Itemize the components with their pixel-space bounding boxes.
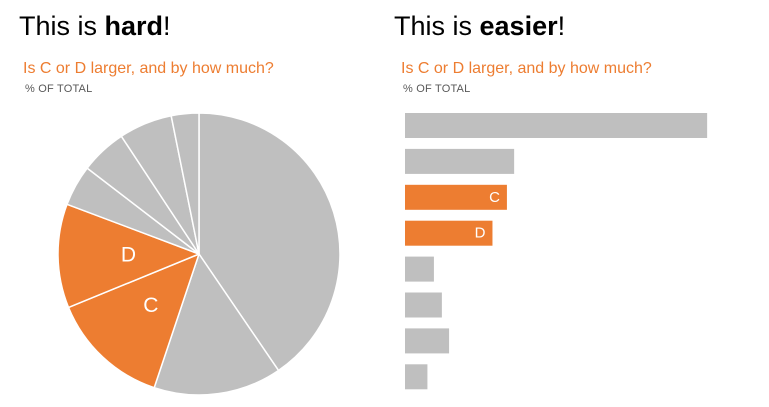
pie-units-label: % OF TOTAL	[25, 83, 93, 95]
bar-8	[405, 364, 428, 390]
bar-chart: CD	[405, 113, 708, 390]
bar-label-c: C	[489, 189, 500, 206]
bar-6	[405, 292, 442, 318]
bar-7	[405, 328, 450, 354]
pie-slice-c	[67, 253, 200, 389]
pie-slice-1	[198, 112, 341, 372]
bar-d	[405, 220, 493, 246]
pie-heading-suffix: !	[163, 11, 171, 41]
bar-2	[405, 148, 515, 174]
pie-slice-2	[153, 253, 280, 396]
pie-slice-label-d: D	[121, 244, 136, 267]
bar-subtitle: Is C or D larger, and by how much?	[401, 60, 652, 77]
bar-heading-bold: easier	[479, 11, 558, 41]
pie-slice-8	[170, 112, 200, 255]
bar-heading: This is easier!	[394, 9, 565, 43]
pie-heading-prefix: This is	[19, 11, 105, 41]
bar-c	[405, 184, 507, 210]
pie-heading: This is hard!	[19, 9, 171, 43]
pie-panel: This is hard! Is C or D larger, and by h…	[19, 9, 341, 396]
bar-label-d: D	[475, 225, 486, 242]
bar-heading-prefix: This is	[394, 11, 480, 41]
pie-slice-label-c: C	[143, 294, 158, 317]
bar-heading-suffix: !	[557, 11, 566, 41]
pie-chart: CD	[57, 112, 341, 396]
pie-subtitle: Is C or D larger, and by how much?	[23, 60, 274, 77]
bar-units-label: % OF TOTAL	[403, 83, 471, 95]
bar-panel: This is easier! Is C or D larger, and by…	[385, 0, 769, 407]
bar-5	[405, 256, 434, 282]
pie-slice-d	[57, 203, 200, 309]
pie-heading-bold: hard	[104, 11, 164, 41]
bar-1	[405, 113, 708, 138]
